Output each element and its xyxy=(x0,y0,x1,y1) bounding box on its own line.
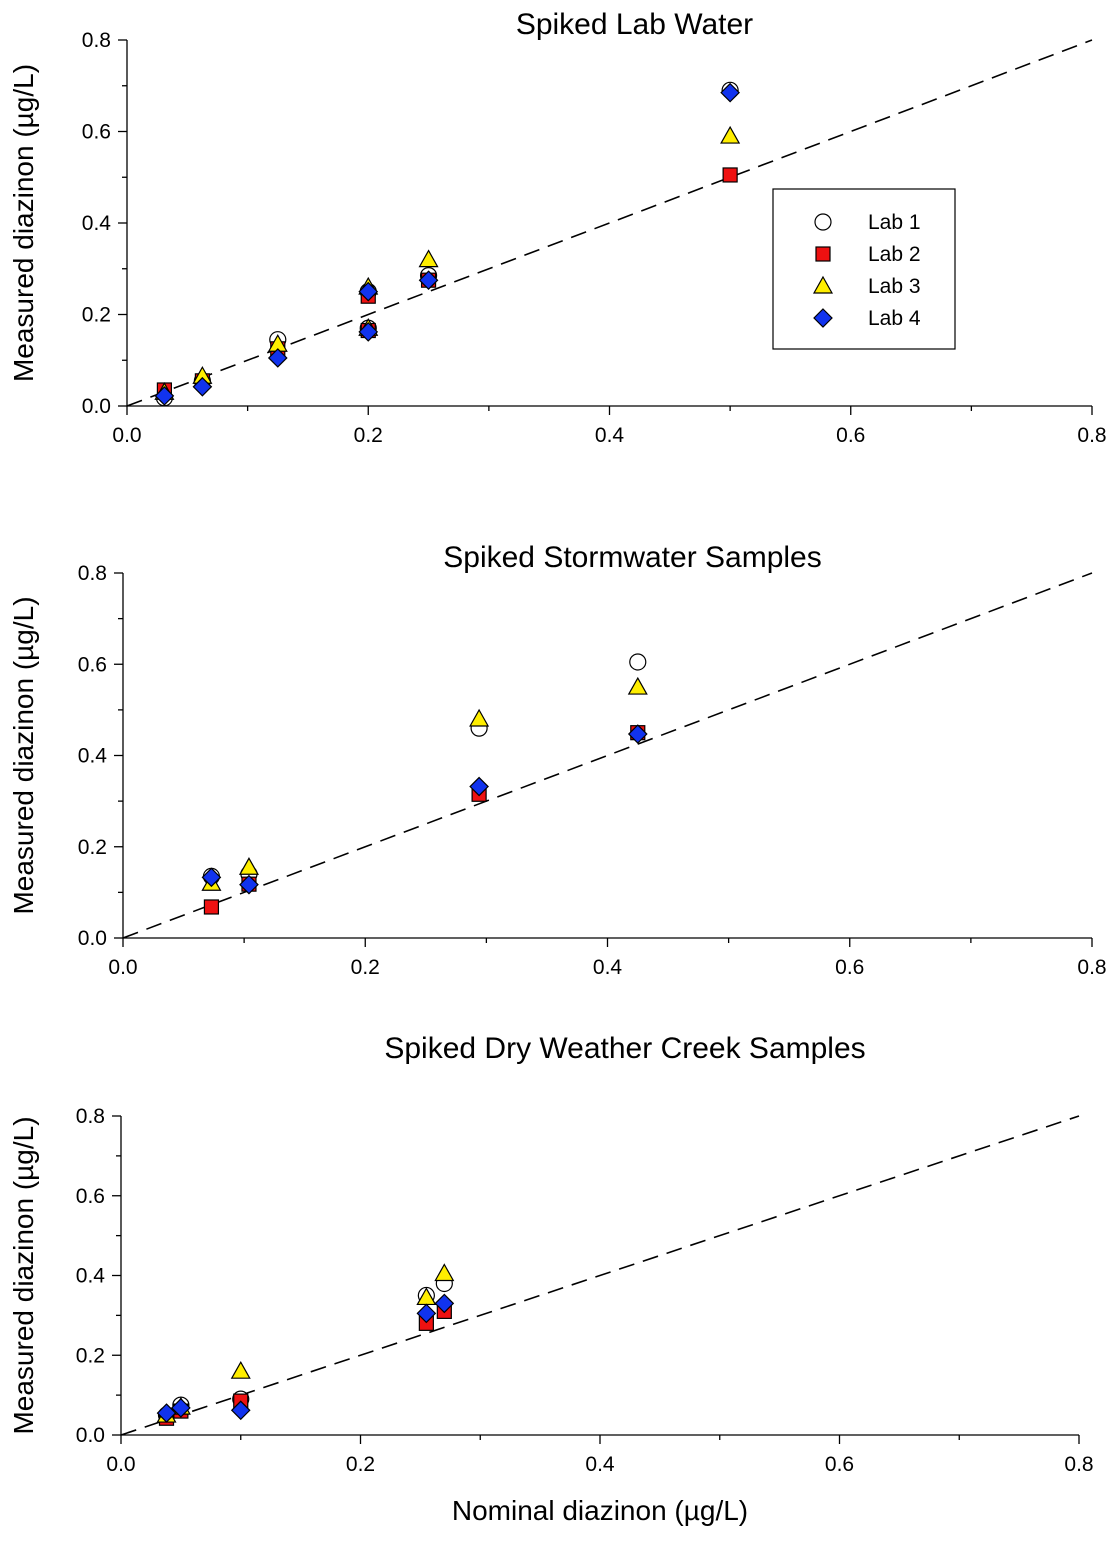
data-point-lab-4 xyxy=(720,82,740,103)
legend-label-lab-4: Lab 4 xyxy=(868,307,921,330)
series-lab-4 xyxy=(156,1293,455,1423)
y-tick-label: 0.6 xyxy=(82,121,111,144)
series-lab-1 xyxy=(157,1274,453,1424)
data-point-lab-4 xyxy=(230,1400,251,1421)
x-tick-label: 0.6 xyxy=(836,424,865,447)
y-tick-label: 0.8 xyxy=(76,1105,105,1128)
y-tick-label: 0.0 xyxy=(76,1424,105,1447)
y-tick-label: 0.4 xyxy=(82,212,112,235)
data-point-lab-3 xyxy=(238,857,259,875)
data-point-lab-4 xyxy=(418,270,439,291)
panel-2: Spiked Stormwater Samples 0.0 0.2 0.4 0.6 0.8… xyxy=(8,541,1107,979)
legend-marker-lab-1 xyxy=(814,213,832,231)
legend: Lab 1 Lab 2 Lab 3 Lab 4 xyxy=(772,188,956,350)
one-to-one-reference-line xyxy=(126,39,1093,407)
data-point-lab-2 xyxy=(722,167,738,183)
y-tick-label: 0.4 xyxy=(76,1265,106,1288)
y-tick-label: 0.4 xyxy=(78,745,108,768)
x-tick-label: 0.0 xyxy=(106,1453,135,1476)
data-point-lab-3 xyxy=(418,249,439,268)
series-lab-3 xyxy=(154,125,741,400)
y-tick-label: 0.6 xyxy=(78,653,107,676)
x-tick-label: 0.8 xyxy=(1077,424,1106,447)
data-point-lab-3 xyxy=(720,125,741,144)
series-lab-1 xyxy=(202,653,647,886)
legend-label-lab-1: Lab 1 xyxy=(868,211,921,234)
data-point-lab-2 xyxy=(203,899,220,915)
series-lab-4 xyxy=(154,82,740,406)
x-tick-label: 0.6 xyxy=(825,1453,854,1476)
panel-title: Spiked Lab Water xyxy=(516,8,753,41)
data-point-lab-3 xyxy=(627,676,648,695)
panel-title: Spiked Stormwater Samples xyxy=(443,541,822,574)
x-tick-label: 0.4 xyxy=(585,1453,615,1476)
legend-label-lab-2: Lab 2 xyxy=(868,243,921,266)
data-point-lab-4 xyxy=(416,1303,437,1324)
y-tick-label: 0.6 xyxy=(76,1185,105,1208)
y-tick-label: 0.2 xyxy=(76,1344,105,1367)
data-point-lab-4 xyxy=(627,724,648,744)
y-tick-label: 0.2 xyxy=(82,304,111,327)
one-to-one-reference-line xyxy=(122,572,1093,939)
data-point-lab-3 xyxy=(230,1360,251,1379)
data-point-lab-4 xyxy=(267,348,288,368)
legend-label-lab-3: Lab 3 xyxy=(868,275,921,298)
panel-title: Spiked Dry Weather Creek Samples xyxy=(384,1032,865,1065)
data-point-lab-4 xyxy=(156,1403,177,1423)
data-point-lab-4 xyxy=(192,376,213,397)
series-lab-2 xyxy=(203,725,646,915)
x-tick-label: 0.0 xyxy=(112,424,141,447)
data-point-lab-4 xyxy=(171,1398,191,1418)
x-tick-label: 0.0 xyxy=(108,956,137,979)
one-to-one-reference-line xyxy=(120,1115,1080,1436)
data-point-lab-1 xyxy=(629,653,647,671)
x-tick-label: 0.2 xyxy=(354,424,383,447)
series-lab-3 xyxy=(156,1263,455,1423)
data-point-lab-4 xyxy=(239,874,259,895)
x-tick-label: 0.6 xyxy=(835,956,864,979)
series-lab-4 xyxy=(201,724,648,895)
legend-marker-lab-3 xyxy=(812,275,834,294)
data-point-lab-4 xyxy=(358,322,379,342)
data-point-lab-4 xyxy=(434,1293,455,1314)
data-point-lab-4 xyxy=(358,281,379,302)
y-tick-label: 0.0 xyxy=(82,395,111,418)
data-point-lab-4 xyxy=(469,776,489,797)
x-tick-label: 0.4 xyxy=(593,956,623,979)
y-tick-label: 0.0 xyxy=(78,927,107,950)
series-lab-2 xyxy=(156,167,738,398)
x-tick-label: 0.8 xyxy=(1077,956,1106,979)
panel-1: Spiked Lab Water 0.0 0.2 0.4 0.6 0.8 0.0 0.2 0.4… xyxy=(8,8,1107,447)
y-axis-title: Measured diazinon (µg/L) xyxy=(8,1116,39,1434)
legend-marker-lab-2 xyxy=(815,246,831,262)
panel-3: Spiked Dry Weather Creek Samples 0.0 0.2 0.… xyxy=(8,1032,1094,1476)
y-tick-label: 0.8 xyxy=(82,29,111,52)
series-lab-3 xyxy=(201,676,648,891)
data-point-lab-4 xyxy=(154,386,175,406)
series-lab-1 xyxy=(155,81,739,407)
y-tick-label: 0.8 xyxy=(78,562,107,585)
x-axis-title: Nominal diazinon (µg/L) xyxy=(452,1495,748,1526)
legend-marker-lab-4 xyxy=(813,308,833,328)
y-axis-title: Measured diazinon (µg/L) xyxy=(8,596,39,914)
data-point-lab-3 xyxy=(469,708,490,727)
x-tick-label: 0.4 xyxy=(595,424,625,447)
y-axis-title: Measured diazinon (µg/L) xyxy=(8,64,39,382)
x-tick-label: 0.8 xyxy=(1064,1453,1093,1476)
x-tick-label: 0.2 xyxy=(346,1453,375,1476)
x-tick-label: 0.2 xyxy=(351,956,380,979)
data-point-lab-4 xyxy=(201,867,222,888)
data-point-lab-3 xyxy=(434,1263,455,1282)
legend-box xyxy=(772,188,956,350)
y-tick-label: 0.2 xyxy=(78,836,107,859)
